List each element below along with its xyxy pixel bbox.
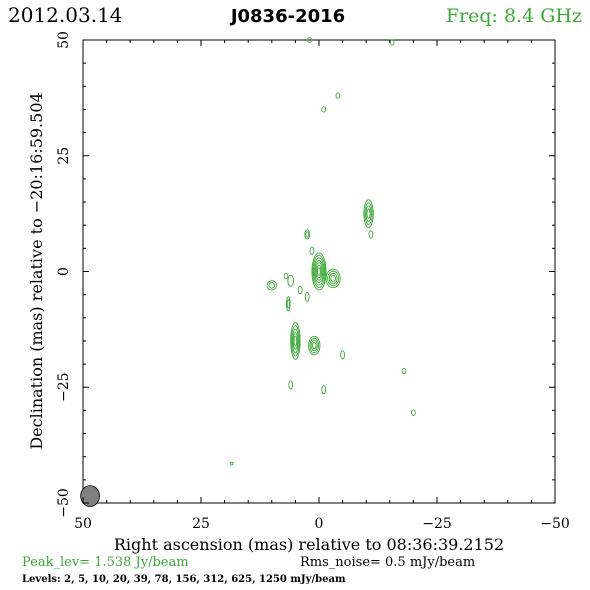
contour-line	[304, 229, 311, 240]
contour-line	[366, 208, 371, 219]
contour-line	[365, 205, 372, 222]
contour-line	[317, 267, 321, 276]
y-tick-label: −25	[56, 372, 72, 402]
y-tick-label: 25	[56, 147, 72, 165]
axis-ticks: 50 25 0 −25 −50 −50 −25 0 25 50	[56, 31, 570, 532]
contour-line	[321, 384, 327, 395]
contour-levels: Levels: 2, 5, 10, 20, 39, 78, 156, 312, …	[22, 574, 346, 585]
contour-line	[309, 337, 320, 354]
contour-component	[229, 461, 234, 466]
contour-line	[285, 296, 291, 312]
contour-component	[340, 350, 345, 360]
contour-component	[307, 36, 312, 44]
contour-component	[411, 409, 416, 416]
contour-line	[307, 36, 312, 44]
x-tick-label: 0	[315, 516, 324, 532]
y-tick-label: 0	[56, 267, 72, 276]
contour-component	[304, 291, 310, 303]
contour-line	[311, 252, 327, 291]
contour-component	[266, 280, 277, 291]
peak-level: Peak_lev= 1.538 Jy/beam	[22, 555, 189, 570]
contour-line	[314, 259, 324, 284]
contour-line	[283, 272, 289, 280]
observation-date: 2012.03.14	[8, 3, 123, 27]
contour-line	[335, 92, 341, 99]
contour-line	[293, 335, 298, 347]
contour-line	[364, 202, 373, 225]
contour-line	[292, 332, 298, 350]
contour-component	[311, 252, 327, 291]
x-tick-label: 25	[192, 516, 210, 532]
contour-line	[325, 268, 341, 289]
contour-component	[325, 268, 341, 289]
contour-line	[313, 257, 325, 286]
plot-frame	[82, 39, 556, 504]
contour-component	[297, 285, 303, 295]
contour-line	[321, 106, 327, 113]
contour-line	[309, 246, 315, 255]
contour-component	[283, 272, 289, 280]
y-axis-label: Declination (mas) relative to −20:16:59.…	[27, 92, 46, 449]
contour-component	[335, 92, 341, 99]
contour-component	[321, 106, 327, 113]
contour-component	[363, 199, 374, 228]
frequency-label: Freq: 8.4 GHz	[446, 5, 582, 27]
contour-line	[297, 285, 303, 295]
x-tick-label: 50	[74, 516, 92, 532]
contour-component	[401, 367, 407, 375]
contour-component	[304, 229, 311, 240]
contour-line	[305, 231, 310, 238]
contour-line	[268, 282, 276, 289]
contour-line	[291, 328, 299, 354]
contour-line	[330, 274, 336, 282]
contour-line	[401, 367, 407, 375]
contour-line	[266, 280, 277, 291]
contour-line	[229, 461, 234, 466]
source-name: J0836-2016	[229, 6, 345, 27]
contour-line	[304, 291, 310, 303]
contour-line	[290, 321, 301, 360]
contour-component	[288, 380, 294, 390]
contour-line	[315, 262, 323, 281]
contour-line	[312, 254, 326, 289]
x-tick-label: −25	[422, 516, 452, 532]
rms-noise: Rms_noise= 0.5 mJy/beam	[300, 555, 475, 570]
contour-component	[285, 296, 291, 312]
contour-component	[308, 335, 321, 356]
contour-component	[368, 230, 374, 239]
contour-component	[309, 246, 315, 255]
contour-component	[290, 321, 301, 360]
y-tick-label: −50	[56, 488, 72, 518]
contour-component	[287, 274, 294, 287]
beam-ellipse	[80, 485, 100, 507]
contour-line	[286, 299, 290, 309]
contour-line	[316, 264, 322, 279]
contour-line	[308, 335, 321, 356]
contour-line	[368, 230, 374, 239]
contour-line	[291, 325, 300, 357]
contour-line	[287, 274, 294, 287]
contour-line	[327, 270, 340, 287]
contour-line	[288, 380, 294, 390]
contour-layer	[229, 36, 416, 466]
contour-component	[321, 384, 327, 395]
contour-line	[411, 409, 416, 416]
contour-line	[311, 342, 317, 350]
contour-line	[328, 272, 338, 285]
contour-line	[363, 199, 374, 228]
x-tick-label: −50	[540, 516, 570, 532]
contour-line	[310, 339, 318, 352]
x-axis-label: Right ascension (mas) relative to 08:36:…	[114, 535, 504, 554]
y-tick-label: 50	[56, 31, 72, 49]
contour-line	[340, 350, 345, 360]
